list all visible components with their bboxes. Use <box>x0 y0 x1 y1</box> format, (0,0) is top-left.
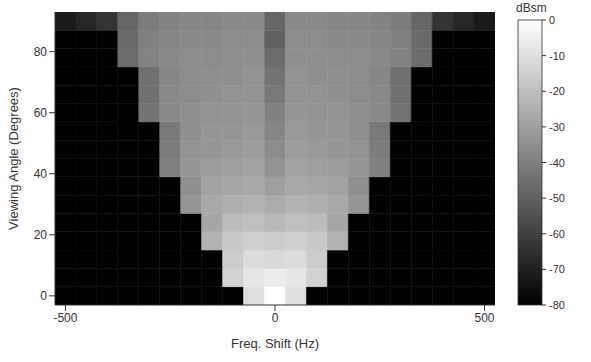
svg-text:dBsm: dBsm <box>516 1 547 15</box>
svg-text:-80: -80 <box>549 299 565 311</box>
svg-text:80: 80 <box>34 45 48 59</box>
svg-text:20: 20 <box>34 228 48 242</box>
svg-text:0: 0 <box>272 311 279 325</box>
svg-text:0: 0 <box>40 289 47 303</box>
svg-text:-50: -50 <box>549 192 565 204</box>
svg-text:-500: -500 <box>53 311 77 325</box>
svg-text:500: 500 <box>475 311 495 325</box>
svg-text:Viewing Angle (Degrees): Viewing Angle (Degrees) <box>6 87 21 230</box>
svg-text:-40: -40 <box>549 157 565 169</box>
svg-text:40: 40 <box>34 167 48 181</box>
svg-text:0: 0 <box>549 14 555 26</box>
svg-text:60: 60 <box>34 106 48 120</box>
svg-text:-60: -60 <box>549 228 565 240</box>
svg-text:-10: -10 <box>549 50 565 62</box>
svg-text:-30: -30 <box>549 121 565 133</box>
svg-text:-20: -20 <box>549 85 565 97</box>
svg-text:Freq. Shift (Hz): Freq. Shift (Hz) <box>231 336 319 351</box>
svg-text:-70: -70 <box>549 263 565 275</box>
